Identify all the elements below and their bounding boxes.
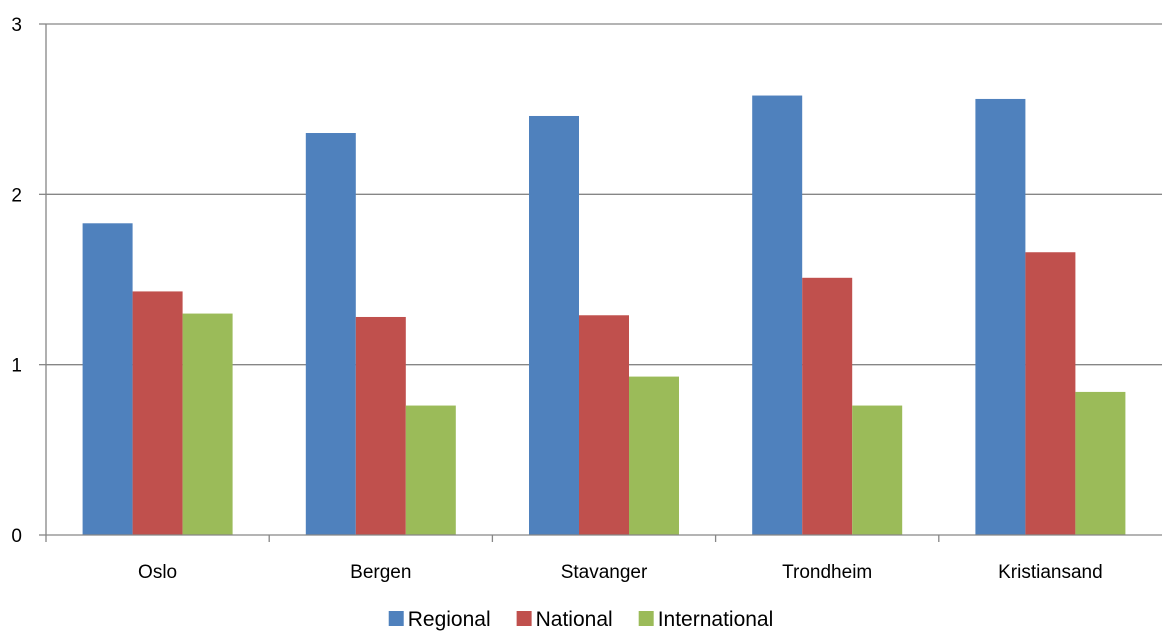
x-tick-labels: Oslo Bergen Stavanger Trondheim Kristiansand [138, 562, 1103, 583]
y-tick-label: 0 [11, 526, 22, 547]
legend-label: International [658, 608, 774, 631]
bar-regional-trondheim [752, 95, 803, 535]
bar-international-stavanger [629, 376, 679, 535]
bar-national-trondheim [802, 277, 853, 535]
y-tick-label: 3 [11, 15, 22, 36]
bar-regional-kristiansand [975, 98, 1026, 536]
legend-label: Regional [408, 608, 491, 631]
bar-regional-stavanger [529, 115, 579, 535]
bar-national-bergen [355, 316, 406, 535]
legend-label: National [536, 608, 613, 631]
legend-swatch [516, 611, 532, 626]
bar-international-oslo [182, 313, 233, 535]
legend: Regional National International [388, 608, 774, 631]
legend-item-international: International [638, 608, 774, 631]
y-tick-label: 1 [11, 356, 22, 377]
x-tick-label: Stavanger [561, 562, 648, 583]
bar-national-stavanger [579, 315, 629, 535]
bar-regional-bergen [305, 133, 356, 535]
bar-international-kristiansand [1075, 391, 1126, 535]
legend-swatch [638, 611, 654, 626]
y-tick-label: 2 [11, 185, 22, 206]
y-tick-labels: 0 1 2 3 [11, 15, 22, 547]
bar-international-trondheim [852, 405, 903, 535]
bar-regional-oslo [82, 223, 133, 536]
legend-item-regional: Regional [388, 608, 491, 631]
axes [39, 23, 1162, 542]
bar-national-kristiansand [1025, 252, 1076, 535]
x-tick-label: Bergen [350, 562, 411, 583]
bar-international-bergen [405, 405, 456, 535]
bars [82, 95, 1126, 536]
bar-national-oslo [132, 291, 183, 535]
x-tick-label: Kristiansand [998, 562, 1103, 583]
x-tick-label: Trondheim [782, 562, 872, 583]
legend-item-national: National [516, 608, 613, 631]
x-tick-label: Oslo [138, 562, 177, 583]
legend-swatch [388, 611, 404, 626]
